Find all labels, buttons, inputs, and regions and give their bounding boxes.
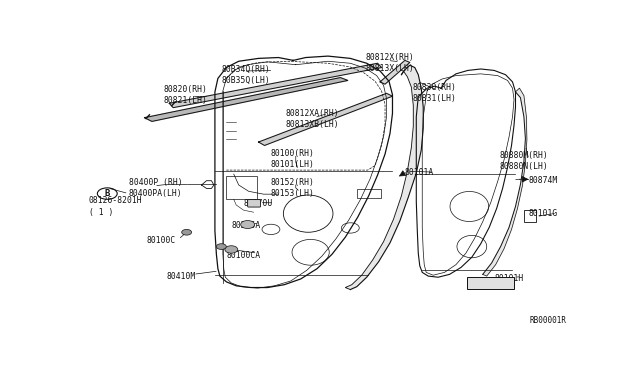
Text: B: B [104, 189, 110, 198]
Text: 80880M(RH)
80880N(LH): 80880M(RH) 80880N(LH) [499, 151, 548, 171]
Polygon shape [346, 65, 423, 289]
Circle shape [182, 230, 191, 235]
Polygon shape [380, 60, 410, 84]
Text: 80215A: 80215A [231, 221, 260, 230]
Text: 80820(RH)
80821(LH): 80820(RH) 80821(LH) [163, 85, 207, 105]
Text: 80410M: 80410M [167, 272, 196, 281]
Circle shape [216, 244, 227, 250]
Text: 80812X(RH)
80813X(LH): 80812X(RH) 80813X(LH) [365, 53, 414, 73]
Text: 80101H: 80101H [494, 273, 524, 283]
Text: 80100C: 80100C [147, 236, 176, 246]
Polygon shape [169, 63, 381, 108]
Bar [227, 176, 257, 199]
Text: 80100CA: 80100CA [227, 251, 260, 260]
Text: RB00001R: RB00001R [529, 316, 566, 326]
Text: 80870U: 80870U [244, 199, 273, 208]
Polygon shape [259, 93, 392, 145]
Circle shape [241, 221, 255, 228]
Text: 80812XA(RH)
80813XB(LH): 80812XA(RH) 80813XB(LH) [286, 109, 339, 129]
Text: 80874M: 80874M [529, 176, 558, 185]
Bar [356, 189, 381, 198]
Bar [467, 277, 514, 289]
Text: 80400P (RH)
80400PA(LH): 80400P (RH) 80400PA(LH) [129, 178, 182, 198]
Polygon shape [145, 78, 348, 121]
Circle shape [225, 246, 237, 253]
Bar [524, 210, 536, 222]
Text: 80101G: 80101G [529, 209, 558, 218]
Text: 80152(RH)
80153(LH): 80152(RH) 80153(LH) [271, 178, 315, 198]
Text: 80B34Q(RH)
80B35Q(LH): 80B34Q(RH) 80B35Q(LH) [221, 65, 270, 85]
FancyBboxPatch shape [248, 200, 260, 207]
Text: 80101A: 80101A [405, 168, 434, 177]
Text: 80100(RH)
80101(LH): 80100(RH) 80101(LH) [271, 149, 315, 169]
Text: 80830(RH)
80831(LH): 80830(RH) 80831(LH) [412, 83, 456, 103]
Polygon shape [483, 88, 527, 276]
Text: 08126-8201H
( 1 ): 08126-8201H ( 1 ) [89, 196, 143, 217]
